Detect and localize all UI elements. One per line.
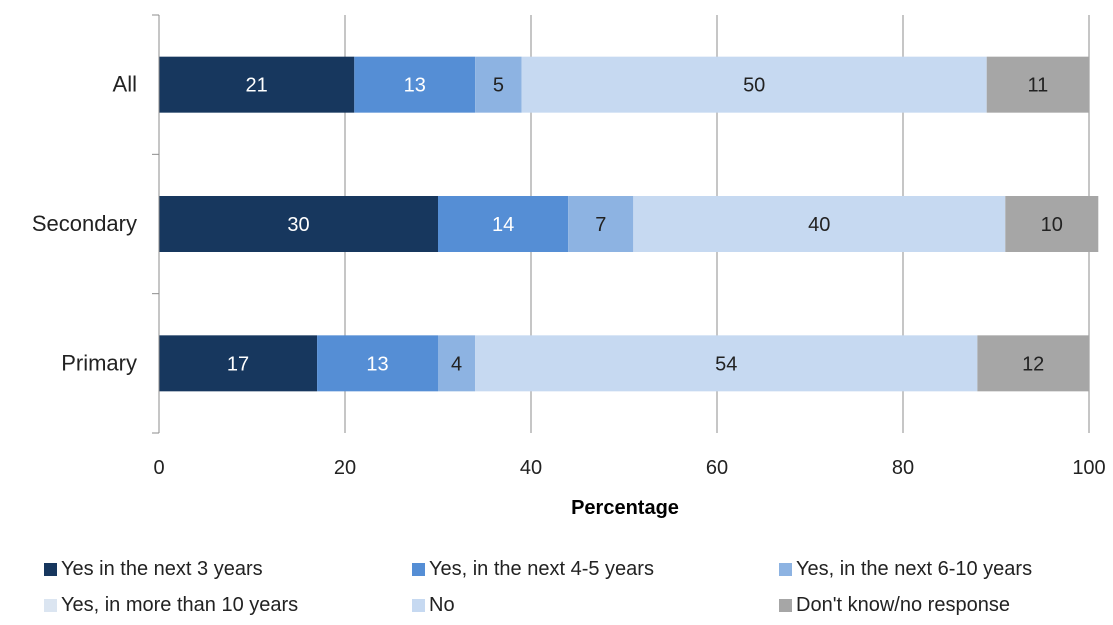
legend-label: Yes in the next 3 years [61,558,263,580]
bar-segment [633,196,1006,252]
legend-item: Yes, in more than 10 years [44,594,412,616]
legend-swatch [44,598,57,612]
legend-item: No [412,594,779,616]
data-label: 4 [451,353,462,375]
x-tick-label: 100 [1072,457,1105,479]
data-label: 13 [404,75,426,97]
x-tick-label: 20 [334,457,356,479]
legend-item: Don't know/no response [779,594,1104,616]
data-label: 50 [743,75,765,97]
data-label: 5 [493,75,504,97]
legend-swatch [412,598,425,612]
category-label: All [113,72,137,97]
x-axis-title: Percentage [571,497,679,519]
legend-item: Yes in the next 3 years [44,558,412,580]
data-label: 40 [808,214,830,236]
category-label: Primary [61,350,137,375]
legend-swatch [44,562,57,576]
bar-segment [521,56,987,113]
x-tick-label: 60 [706,457,728,479]
data-label: 11 [1027,75,1048,97]
data-label: 12 [1022,353,1044,375]
bar-segment [159,196,438,252]
data-label: 7 [595,214,606,236]
data-label: 13 [366,353,388,375]
legend-label: No [429,594,455,616]
legend-swatch [779,598,792,612]
bar-segment [986,56,1089,113]
bar-segment [475,56,522,113]
bar-segment [1005,196,1099,252]
x-tick-label: 80 [892,457,914,479]
bar-segment [159,56,355,113]
data-label: 17 [227,353,249,375]
bar-segment [159,335,318,392]
bar-segment [438,196,569,252]
stacked-bar-chart: 21 13 5 50 11 30 14 7 40 10 17 13 4 54 12 0 20 40 60 80 100… [32,14,1106,519]
category-label: Secondary [32,211,137,236]
bars: 21 13 5 50 11 30 14 7 40 10 17 13 4 54 12 [159,56,1099,392]
legend-label: Yes, in more than 10 years [61,594,299,616]
bar-segment [317,335,438,392]
data-label: 54 [715,353,737,375]
bar-segment [438,335,476,392]
legend-swatch [779,562,792,576]
data-label: 10 [1041,214,1063,236]
legend-label: Yes, in the next 6-10 years [796,558,1033,580]
data-label: 30 [287,214,309,236]
bar-segment [977,335,1089,392]
legend: Yes in the next 3 years Yes, in the next … [44,558,1104,616]
legend-item: Yes, in the next 4-5 years [412,558,779,580]
bar-segment [354,56,476,113]
x-tick-label: 40 [520,457,542,479]
legend-swatch [412,562,425,576]
x-tick-label: 0 [153,457,164,479]
legend-item: Yes, in the next 6-10 years [779,558,1104,580]
data-label: 21 [246,75,268,97]
bar-segment [568,196,634,252]
legend-label: Yes, in the next 4-5 years [429,558,654,580]
axes: 0 20 40 60 80 100 All Secondary Primary [32,14,1106,479]
data-label: 14 [492,214,514,236]
legend-label: Don't know/no response [796,594,1010,616]
bar-segment [475,335,978,392]
